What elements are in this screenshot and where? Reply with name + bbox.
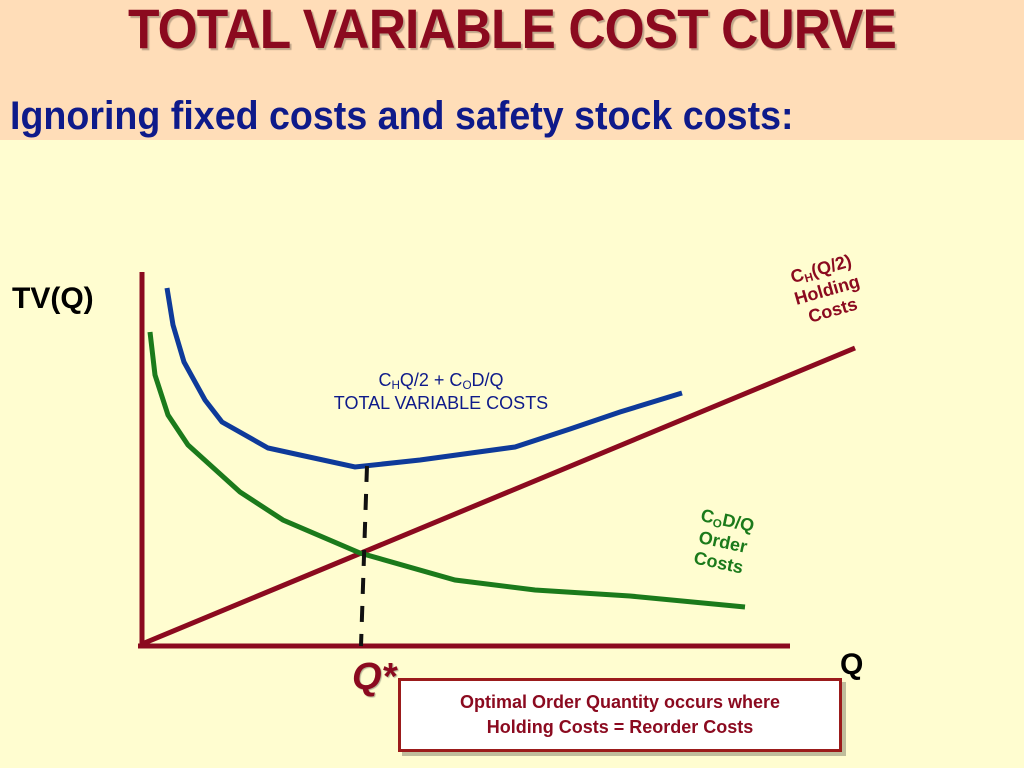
optimal-order-note: Optimal Order Quantity occurs where Hold… bbox=[398, 678, 842, 752]
slide-title: TOTAL VARIABLE COST CURVE bbox=[128, 0, 897, 60]
header-band bbox=[0, 0, 1024, 140]
holding-cost-line bbox=[141, 345, 856, 647]
note-line-1: Optimal Order Quantity occurs where bbox=[459, 691, 781, 712]
order-cost-curve bbox=[147, 331, 746, 610]
x-axis-label: Q bbox=[840, 648, 864, 681]
total-cost-label: CHQ/2 + COD/Q TOTAL VARIABLE COSTS bbox=[333, 370, 549, 413]
optimum-dashed-line bbox=[359, 465, 369, 647]
y-axis-label: TV(Q) bbox=[12, 282, 94, 315]
optimum-quantity-label: Q* bbox=[352, 656, 397, 698]
total-cost-curve bbox=[164, 287, 683, 470]
slide-subtitle: Ignoring fixed costs and safety stock co… bbox=[10, 94, 794, 138]
note-line-2: Holding Costs = Reorder Costs bbox=[486, 717, 754, 737]
